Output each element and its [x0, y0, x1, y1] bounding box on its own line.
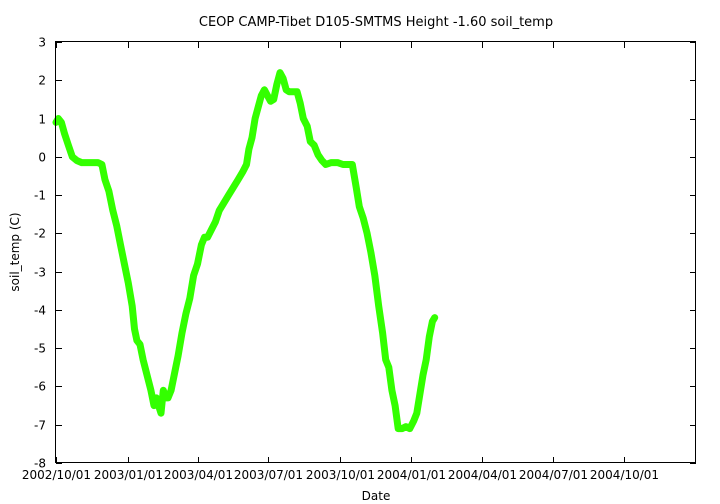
y-tick-label: 1 — [38, 113, 46, 127]
y-tick-label: -4 — [34, 304, 46, 318]
x-axis: 2002/10/01 2003/01/01 2003/04/01 2003/07/01… — [22, 42, 659, 482]
x-axis-label: Date — [362, 489, 391, 503]
y-tick-label: -6 — [34, 380, 46, 394]
x-tick-label: 2004/10/01 — [590, 468, 659, 482]
x-tick-label: 2003/01/01 — [94, 468, 163, 482]
x-tick-label: 2003/10/01 — [306, 468, 375, 482]
x-tick-label: 2003/07/01 — [234, 468, 303, 482]
plot-series — [52, 69, 439, 433]
x-tick-label: 2004/07/01 — [519, 468, 588, 482]
chart-title: CEOP CAMP-Tibet D105-SMTMS Height -1.60 … — [199, 15, 553, 30]
x-tick-label: 2004/04/01 — [448, 468, 517, 482]
y-axis: -8 -7 -6 -5 -4 -3 -2 -1 0 1 2 3 — [34, 36, 696, 471]
y-tick-label: -7 — [34, 419, 46, 433]
y-tick-label: -3 — [34, 266, 46, 280]
series-line — [52, 69, 439, 433]
y-tick-label: 3 — [38, 36, 46, 50]
x-tick-label: 2003/04/01 — [164, 468, 233, 482]
x-tick-label: 2002/10/01 — [22, 468, 91, 482]
y-tick-label: -2 — [34, 227, 46, 241]
y-tick-label: 2 — [38, 74, 46, 88]
plot-frame — [55, 41, 696, 463]
x-tick-label: 2004/01/01 — [377, 468, 446, 482]
y-tick-label: -8 — [34, 457, 46, 471]
y-tick-label: -5 — [34, 342, 46, 356]
y-tick-label: -1 — [34, 189, 46, 203]
y-tick-label: 0 — [38, 151, 46, 165]
y-axis-label: soil_temp (C) — [8, 212, 22, 291]
